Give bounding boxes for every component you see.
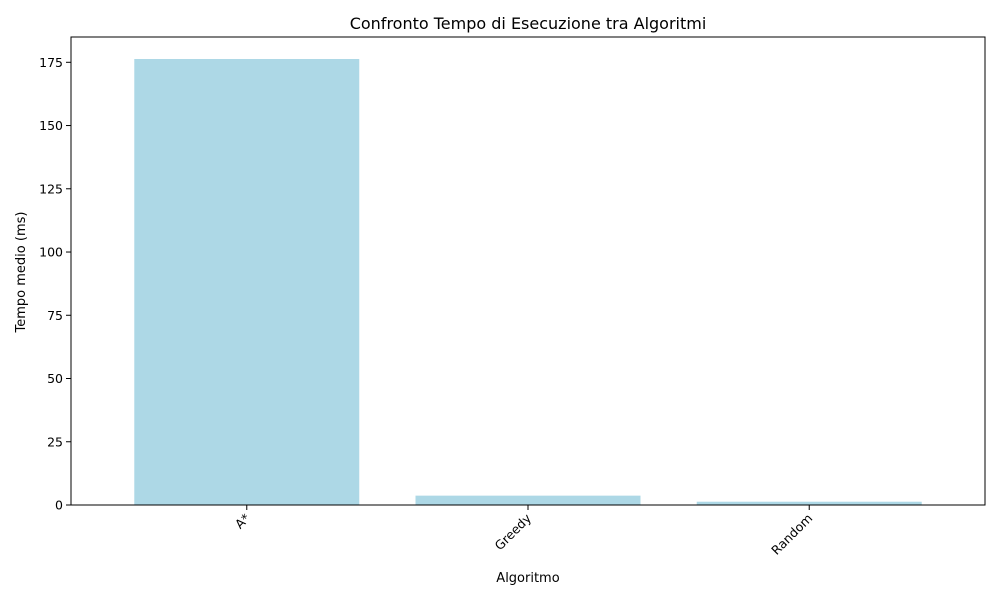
y-tick-label: 75 — [47, 308, 63, 323]
y-tick-label: 175 — [39, 55, 63, 70]
y-tick-label: 125 — [39, 181, 63, 196]
y-axis: 0 25 50 75 100 125 150 175 — [39, 55, 71, 513]
x-tick-label: A* — [232, 511, 253, 532]
y-tick-label: 100 — [39, 245, 63, 260]
x-tick-label: Random — [768, 511, 815, 558]
y-tick-label: 25 — [47, 434, 63, 449]
plot-frame — [70, 36, 986, 506]
y-tick-label: 0 — [55, 498, 63, 513]
bar-1 — [415, 495, 641, 505]
x-axis: A* Greedy Random — [232, 505, 815, 558]
x-tick-label: Greedy — [492, 510, 535, 553]
bar-2 — [696, 501, 922, 505]
y-axis-label: Tempo medio (ms) — [14, 212, 29, 334]
bar-0 — [134, 59, 360, 506]
y-tick-label: 50 — [47, 371, 63, 386]
chart-title: Confronto Tempo di Esecuzione tra Algori… — [350, 14, 707, 33]
x-axis-label: Algoritmo — [496, 571, 559, 586]
y-tick-label: 150 — [39, 118, 63, 133]
bars-group — [134, 59, 922, 506]
